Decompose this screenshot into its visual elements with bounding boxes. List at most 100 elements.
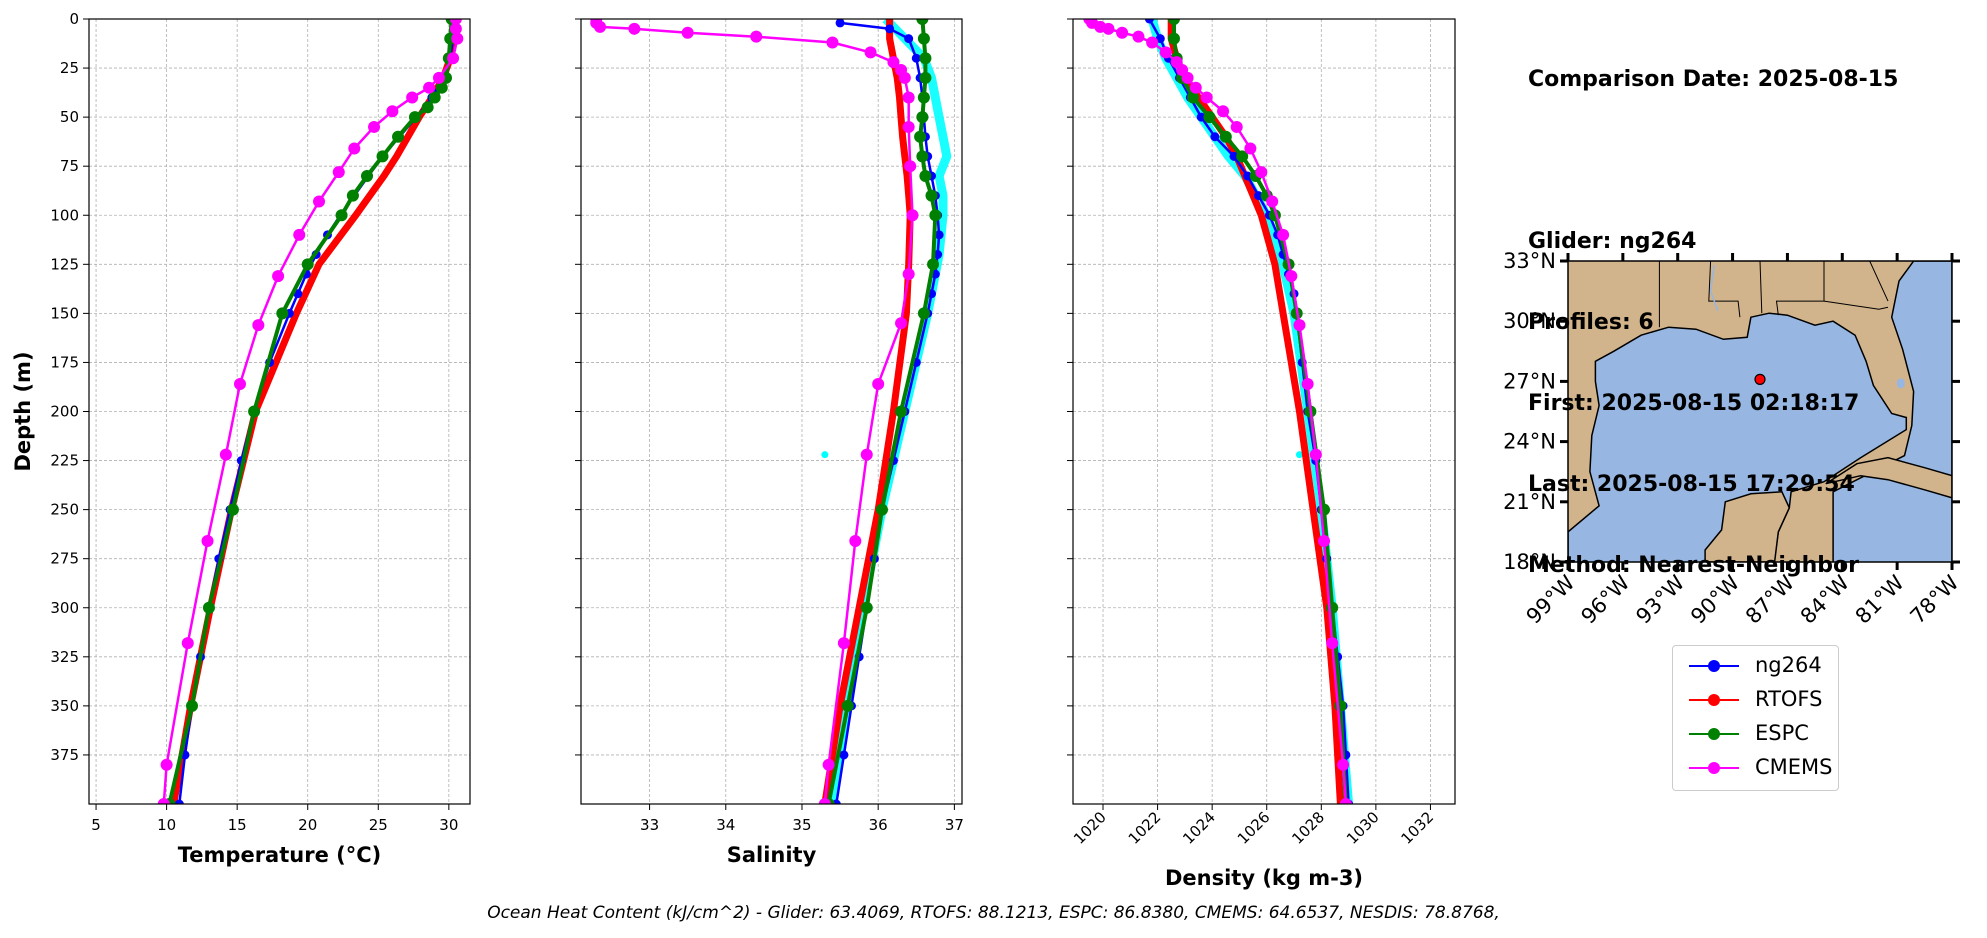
map-panel: 18°N21°N24°N27°N30°N33°N99°W96°W93°W90°W… [1503,249,1964,629]
point-cmems [1189,81,1202,94]
point-cmems [1339,798,1352,804]
y-tick-label: 100 [50,206,79,224]
point-cmems [348,142,361,155]
point-cmems [386,105,399,118]
point-espc [917,307,930,320]
point-cmems [252,319,265,332]
point-espc [346,189,359,202]
map-frame [1567,260,1953,563]
y-tick-label: 300 [50,599,79,617]
point-cmems [423,81,436,94]
x-tick-label: 20 [298,816,317,834]
point-cmems [864,46,877,59]
legend-item-ng264: ng264 [1681,649,1831,683]
point-cmems [1301,378,1314,391]
point-cmems [849,535,862,548]
point-cmems [449,19,462,25]
last-time: Last: 2025-08-15 17:29:54 [1528,472,1855,497]
x-tick-label: 33 [640,816,659,834]
comparison-date: Comparison Date: 2025-08-15 [1528,67,1899,92]
x-tick-label: 30 [439,816,458,834]
point-ng264 [1144,19,1154,24]
point-cmems [1244,142,1257,155]
method: Method: Nearest-Neighbor [1528,553,1859,578]
ocean-heat-content-footer: Ocean Heat Content (kJ/cm^2) - Glider: 6… [487,903,1500,923]
info-spacer [1528,147,1898,174]
y-tick-label: 50 [60,108,79,126]
y-tick-label: 250 [50,501,79,519]
glider-name: Glider: ng264 [1528,229,1697,254]
x-axis-label: Salinity [727,843,817,867]
x-tick-label: 1024 [1179,808,1219,848]
point-cmems [895,317,908,330]
state-border [1708,261,1741,318]
x-tick-label: 1032 [1398,808,1438,848]
y-tick-label: 125 [50,255,79,273]
map-lat-label: 21°N [1503,490,1556,514]
first-time: First: 2025-08-15 02:18:17 [1528,391,1860,416]
point-cmems [1277,228,1290,241]
point-ng264 [1196,112,1206,122]
panel-3: 1020 1022 1024 1026 1028 1030 1032 Density (kg … [1067,18,1456,890]
point-espc [226,503,239,516]
point-cmems [904,160,917,173]
x-tick-label: 1026 [1234,808,1274,848]
point-cmems [818,798,831,804]
cuba [1825,456,1952,499]
point-cmems [1255,166,1268,179]
point-ng264 [174,799,184,804]
legend-label-ng264: ng264 [1755,653,1822,677]
y-tick-label: 0 [69,10,79,28]
point-espc [428,91,441,104]
profile-count: Profiles: 6 [1528,310,1654,335]
x-tick-label: 5 [91,816,101,834]
y-tick-label: 200 [50,403,79,421]
point-espc [360,170,373,182]
map-lat-label: 27°N [1503,369,1556,393]
info-block: Comparison Date: 2025-08-15 Glider: ng26… [1528,12,1898,606]
point-espc [1203,111,1216,124]
point-cmems [233,378,246,391]
x-tick-label: 36 [869,816,888,834]
lake-okeechobee [1896,378,1905,389]
point-cmems [1285,270,1298,283]
point-cmems [681,26,694,39]
point-glider-profiles [821,451,829,459]
river [1709,264,1719,312]
point-cmems [1181,71,1194,84]
y-tick-label: 150 [50,304,79,322]
x-tick-label: 25 [369,816,388,834]
gulf-of-mexico [1568,312,1908,562]
x-axis-label: Density (kg m-3) [1165,866,1363,890]
point-cmems [1326,637,1339,650]
series-line-rtofs [821,19,914,804]
point-espc [919,170,932,182]
panel-2: 33 34 35 36 37 Salinity [575,18,964,867]
state-border [1775,261,1825,316]
point-cmems [872,378,885,391]
x-tick-label: 1020 [1070,808,1110,848]
point-espc [916,19,929,25]
y-tick-label: 275 [50,550,79,568]
point-espc [860,601,873,614]
point-espc [1187,91,1200,104]
legend-item-rtofs: RTOFS [1681,683,1831,717]
point-cmems [1200,91,1213,104]
point-cmems [898,71,911,84]
y-tick-label: 175 [50,353,79,371]
point-cmems [432,71,445,84]
point-espc [1219,130,1232,143]
x-tick-label: 1030 [1343,808,1383,848]
point-cmems [219,448,232,461]
point-cmems [826,36,839,49]
y-tick-label: 25 [60,59,79,77]
point-cmems [594,20,607,33]
data-layer [1083,19,1354,804]
legend-marker-cmems [1689,762,1739,774]
state-border [1823,300,1889,310]
x-tick-label: 1022 [1125,808,1165,848]
point-cmems [750,30,763,43]
point-cmems [1230,120,1243,133]
x-tick-label: 10 [157,816,176,834]
y-tick-label: 225 [50,452,79,470]
